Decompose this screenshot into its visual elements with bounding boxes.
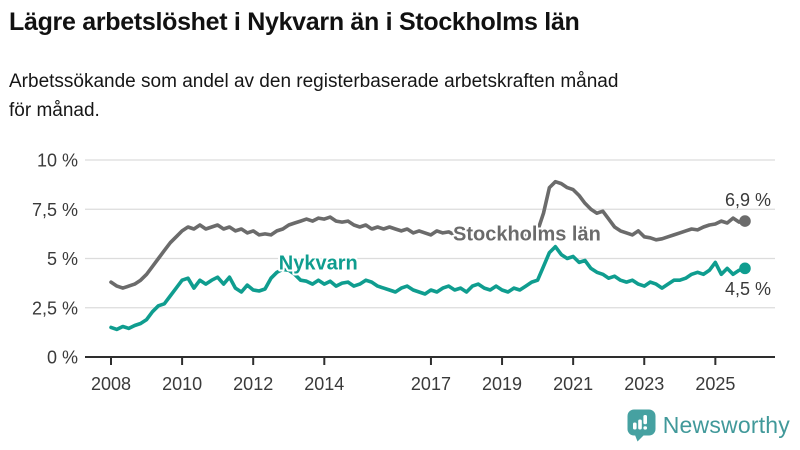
chart-subtitle-line1: Arbetssökande som andel av den registerb… — [9, 71, 619, 92]
series-end-dot-stockholm — [739, 215, 751, 227]
chart-header: Lägre arbetslöshet i Nykvarn än i Stockh… — [9, 8, 791, 125]
y-axis-tick-label: 2,5 % — [32, 298, 78, 318]
x-axis-tick-label: 2012 — [233, 374, 273, 394]
x-axis-tick-label: 2019 — [482, 374, 522, 394]
brand-footer: Newsworthy — [627, 409, 790, 442]
y-axis-tick-label: 0 % — [47, 348, 78, 368]
newsworthy-logo-icon — [627, 409, 656, 442]
series-end-dot-nykvarn — [739, 262, 751, 275]
series-end-value-nykvarn: 4,5 % — [725, 279, 771, 299]
series-end-value-stockholm: 6,9 % — [725, 190, 771, 210]
series-line-nykvarn — [109, 244, 747, 332]
series-label-nykvarn: Nykvarn — [279, 252, 358, 274]
x-axis-tick-label: 2021 — [553, 374, 593, 394]
chart-subtitle: Arbetssökande som andel av den registerb… — [9, 67, 791, 125]
y-axis-tick-label: 10 % — [37, 151, 78, 171]
y-axis-tick-label: 7,5 % — [32, 200, 78, 220]
brand-name: Newsworthy — [662, 412, 790, 438]
x-axis-tick-label: 2014 — [304, 374, 344, 394]
x-axis-tick-label: 2008 — [91, 374, 131, 394]
chart-subtitle-line2: för månad. — [9, 100, 100, 121]
x-axis-tick-label: 2025 — [695, 374, 735, 394]
x-axis-tick-label: 2010 — [162, 374, 202, 394]
y-axis-tick-label: 5 % — [47, 249, 78, 269]
series-line-stockholm — [109, 179, 747, 290]
x-axis-tick-label: 2017 — [411, 374, 451, 394]
series-label-stockholm: Stockholms län — [453, 223, 601, 245]
page-title: Lägre arbetslöshet i Nykvarn än i Stockh… — [9, 8, 580, 36]
x-axis-tick-label: 2023 — [624, 374, 664, 394]
